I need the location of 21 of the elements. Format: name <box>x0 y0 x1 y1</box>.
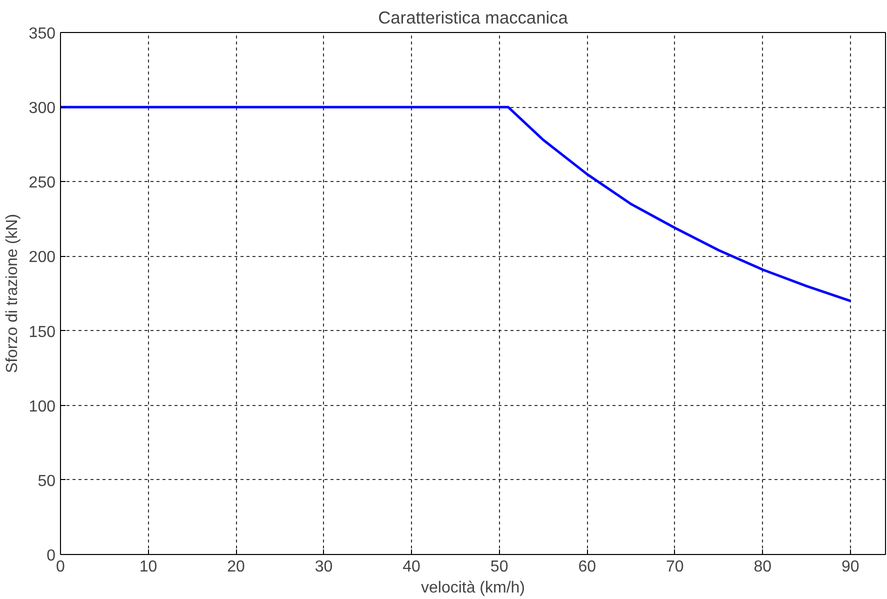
x-tick-label: 90 <box>841 558 860 576</box>
y-tick-label: 250 <box>28 174 56 192</box>
x-tick-label: 30 <box>314 558 333 576</box>
y-tick-label: 200 <box>28 249 56 266</box>
x-tick-label: 70 <box>666 558 684 576</box>
x-tick-label: 10 <box>139 558 158 576</box>
y-tick-label: 150 <box>28 324 56 341</box>
y-axis-title: Sforzo di trazione (kN) <box>4 214 21 374</box>
y-tick-label: 0 <box>46 548 56 564</box>
y-tick-label: 100 <box>28 398 56 416</box>
x-tick-label: 80 <box>754 558 772 576</box>
x-axis-title: velocità (km/h) <box>420 580 526 596</box>
y-tick-label: 350 <box>28 26 56 42</box>
chart-title: Caratteristica maccanica <box>378 8 568 28</box>
y-tick-label: 300 <box>28 100 56 118</box>
y-tick-label: 50 <box>38 472 56 490</box>
x-tick-label: 50 <box>490 558 508 576</box>
x-tick-label: 40 <box>402 558 421 576</box>
line-series <box>60 106 852 302</box>
x-tick-label: 60 <box>578 558 596 576</box>
x-tick-label: 20 <box>227 558 246 576</box>
